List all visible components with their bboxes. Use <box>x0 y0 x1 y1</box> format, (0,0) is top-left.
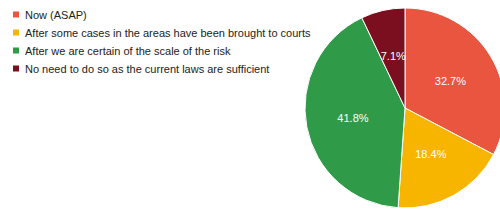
svg-text:7.1%: 7.1% <box>381 50 406 62</box>
svg-text:18.4%: 18.4% <box>415 148 446 160</box>
svg-text:After we are certain of the sc: After we are certain of the scale of the… <box>25 45 231 57</box>
svg-text:41.8%: 41.8% <box>337 112 368 124</box>
svg-text:No need to do so as the curren: No need to do so as the current laws are… <box>25 63 269 75</box>
svg-text:After some cases in the areas: After some cases in the areas have been … <box>25 27 311 39</box>
svg-text:32.7%: 32.7% <box>435 75 466 87</box>
svg-text:Now (ASAP): Now (ASAP) <box>25 9 87 21</box>
